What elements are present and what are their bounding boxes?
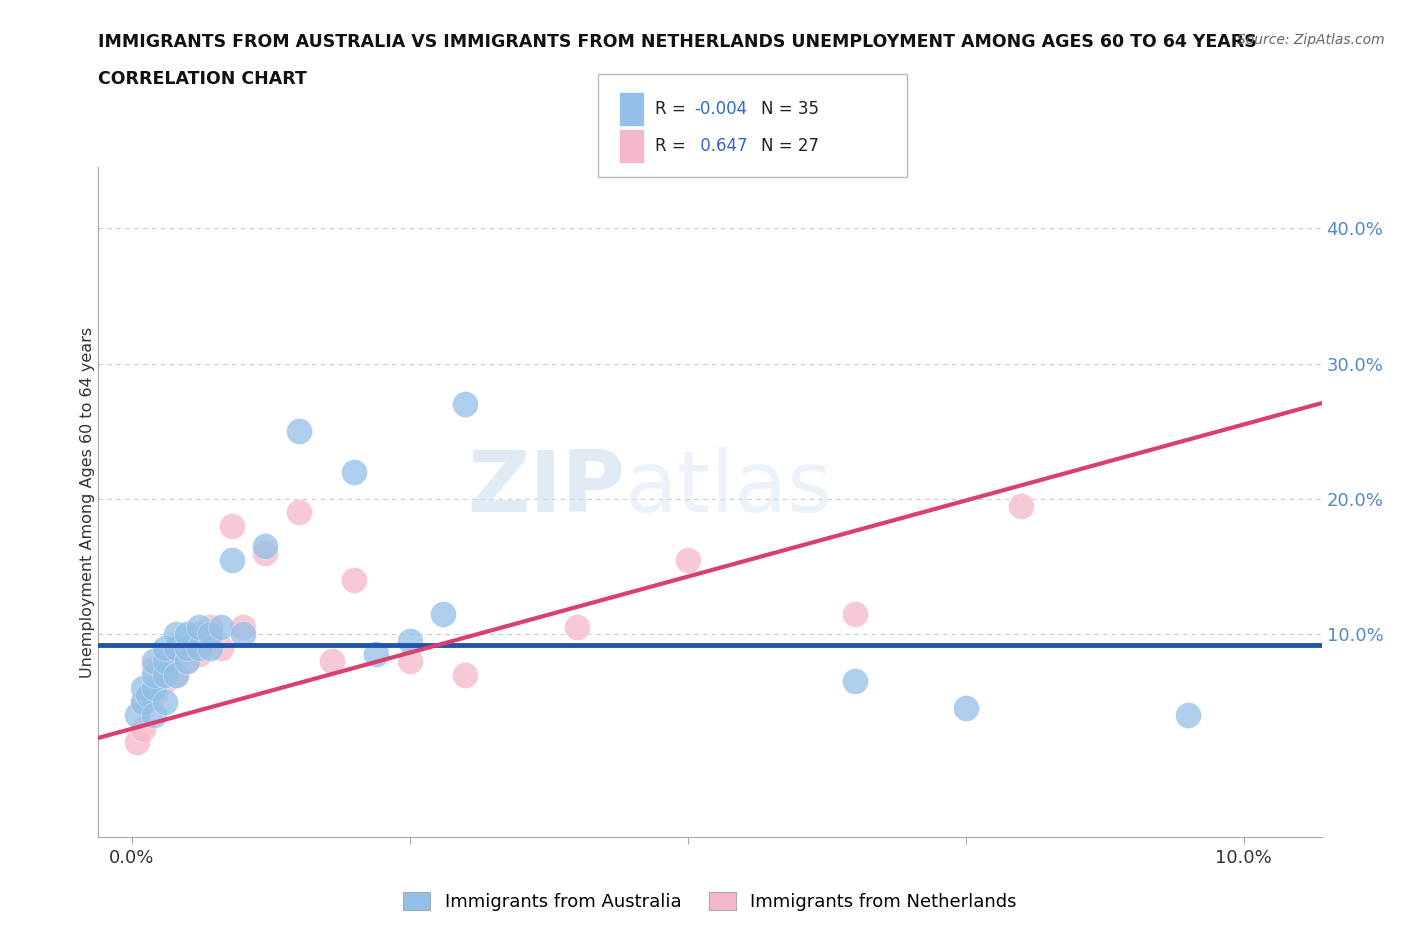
Text: 0.647: 0.647 — [695, 137, 747, 155]
Point — [127, 708, 149, 723]
Point — [1010, 498, 1032, 513]
Point — [221, 552, 243, 567]
Point — [165, 667, 187, 682]
Point — [132, 695, 155, 710]
Point — [187, 640, 209, 655]
Point — [232, 620, 254, 635]
Point — [844, 606, 866, 621]
Text: ZIP: ZIP — [467, 447, 624, 530]
Point — [209, 640, 232, 655]
Text: R =: R = — [655, 100, 692, 118]
Point — [153, 695, 176, 710]
Point — [454, 397, 477, 412]
Point — [165, 647, 187, 662]
Point — [132, 695, 155, 710]
Point — [153, 654, 176, 669]
Point — [143, 667, 166, 682]
Text: atlas: atlas — [624, 447, 832, 530]
Point — [143, 708, 166, 723]
Point — [153, 640, 176, 655]
Point — [153, 647, 176, 662]
Point — [432, 606, 454, 621]
Point — [143, 687, 166, 702]
Text: N = 27: N = 27 — [761, 137, 818, 155]
Text: N = 35: N = 35 — [761, 100, 818, 118]
Text: Source: ZipAtlas.com: Source: ZipAtlas.com — [1237, 33, 1385, 46]
Point — [132, 681, 155, 696]
Point — [165, 627, 187, 642]
Point — [287, 424, 309, 439]
Point — [153, 674, 176, 689]
Point — [343, 464, 366, 479]
Point — [221, 518, 243, 533]
Point — [366, 647, 388, 662]
Point — [165, 640, 187, 655]
Point — [143, 660, 166, 675]
Legend: Immigrants from Australia, Immigrants from Netherlands: Immigrants from Australia, Immigrants fr… — [396, 884, 1024, 918]
Point — [254, 538, 277, 553]
Point — [176, 627, 198, 642]
Text: CORRELATION CHART: CORRELATION CHART — [98, 70, 308, 87]
Point — [198, 620, 221, 635]
Point — [132, 722, 155, 737]
Point — [187, 627, 209, 642]
Point — [321, 654, 343, 669]
Point — [454, 667, 477, 682]
Point — [138, 687, 160, 702]
Point — [398, 654, 420, 669]
Y-axis label: Unemployment Among Ages 60 to 64 years: Unemployment Among Ages 60 to 64 years — [80, 326, 94, 678]
Point — [198, 640, 221, 655]
Point — [176, 654, 198, 669]
Point — [143, 654, 166, 669]
Point — [165, 667, 187, 682]
Point — [398, 633, 420, 648]
Point — [254, 546, 277, 561]
Point — [232, 627, 254, 642]
Point — [176, 640, 198, 655]
Point — [343, 573, 366, 588]
Point — [209, 620, 232, 635]
Point — [1177, 708, 1199, 723]
Point — [844, 674, 866, 689]
Point — [198, 627, 221, 642]
Point — [565, 620, 588, 635]
Point — [287, 505, 309, 520]
Point — [187, 647, 209, 662]
Point — [153, 667, 176, 682]
Point — [176, 654, 198, 669]
Point — [955, 701, 977, 716]
Point — [176, 640, 198, 655]
Point — [143, 681, 166, 696]
Point — [187, 620, 209, 635]
Text: -0.004: -0.004 — [695, 100, 748, 118]
Text: IMMIGRANTS FROM AUSTRALIA VS IMMIGRANTS FROM NETHERLANDS UNEMPLOYMENT AMONG AGES: IMMIGRANTS FROM AUSTRALIA VS IMMIGRANTS … — [98, 33, 1257, 50]
Text: R =: R = — [655, 137, 692, 155]
Point — [676, 552, 699, 567]
Point — [127, 735, 149, 750]
